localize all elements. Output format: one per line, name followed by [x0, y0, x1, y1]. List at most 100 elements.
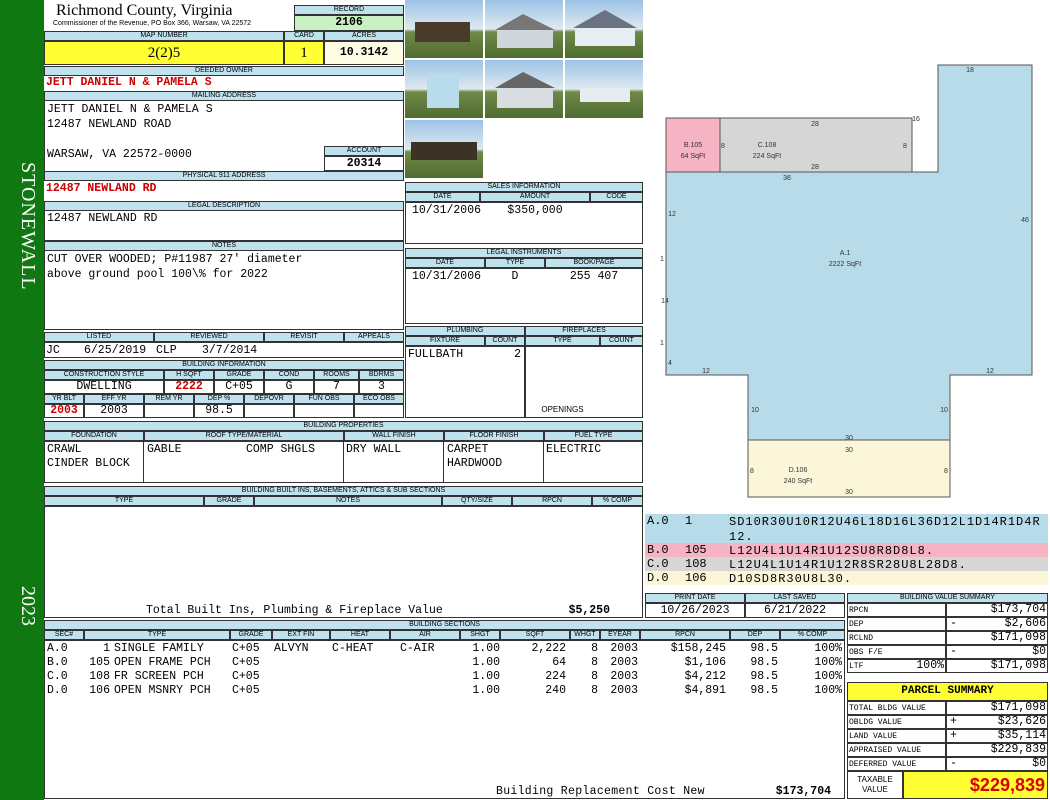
dimension: 12 [702, 368, 710, 375]
total-label: Total Built Ins, Plumbing & Fireplace Va… [146, 604, 443, 617]
summary-value: $171,098 [990, 659, 1046, 672]
summary-value: $173,704 [990, 603, 1046, 616]
cell-border [745, 603, 845, 618]
field-value: 10/31/2006 [412, 270, 482, 283]
summary-pct: 100% [916, 659, 944, 672]
field-value: DRY WALL [346, 443, 402, 456]
area-size: 224 SqFt [753, 153, 781, 160]
section-sqft: 2,222 [531, 642, 566, 655]
cell-border [946, 729, 1048, 743]
section-header: FOUNDATION [44, 431, 144, 441]
section-header: DATE [405, 192, 480, 202]
section-dep: 98.5 [750, 656, 778, 669]
section-sqft: 64 [552, 656, 566, 669]
dimension: 8 [903, 143, 907, 150]
dimension: 30 [845, 489, 853, 496]
cell-border [44, 250, 404, 330]
commissioner: Commissioner of the Revenue, PO Box 366,… [53, 20, 252, 27]
section-header: APPEALS [344, 332, 404, 342]
cell-border [847, 701, 946, 715]
section-header: BDRMS [359, 370, 404, 380]
cell-border [946, 715, 1048, 729]
section-header: DATE [405, 258, 485, 268]
section-comp: 100% [814, 684, 842, 697]
section-header: BUILDING PROPERTIES [44, 421, 643, 431]
parcel-label: APPRAISED VALUE [849, 746, 922, 755]
area-label: B.105 [684, 142, 702, 149]
section-header: CARD [284, 31, 324, 41]
section-header: ACRES [324, 31, 404, 41]
section-header: YR BLT [44, 394, 84, 404]
cell-border [44, 640, 845, 799]
dimension: 1 [660, 256, 664, 263]
cell-border [214, 380, 264, 394]
field-value: FULLBATH [408, 348, 464, 361]
section-rpcn: $4,212 [684, 670, 726, 683]
section-header: PRINT DATE [645, 593, 745, 603]
mailing-line: 12487 NEWLAND ROAD [47, 118, 172, 131]
section-header: COND [264, 370, 314, 380]
section-header: BUILDING BUILT INS, BASEMENTS, ATTICS & … [44, 486, 643, 496]
section-header: WALL FINISH [344, 431, 444, 441]
section-header: FIREPLACES [525, 326, 643, 336]
area-label: C.108 [758, 142, 777, 149]
total-value: $5,250 [568, 604, 610, 617]
section-header: WHGT [570, 630, 600, 640]
section-comp: 100% [814, 670, 842, 683]
cell-border [847, 659, 946, 673]
cell-border [264, 380, 314, 394]
section-eyear: 2003 [610, 670, 638, 683]
parcel-label: LAND VALUE [849, 732, 898, 741]
note-line: CUT OVER WOODED; P#11987 27' diameter [47, 253, 303, 266]
dimension: 30 [845, 447, 853, 454]
cell-border [405, 202, 643, 244]
section-grade: C+05 [232, 642, 260, 655]
cell-border [946, 743, 1048, 757]
cell-border [244, 404, 294, 418]
section-header: HEAT [330, 630, 390, 640]
section-header: BUILDING VALUE SUMMARY [847, 593, 1048, 603]
taxable-label: TAXABLE VALUE [847, 771, 903, 799]
cell-border [405, 268, 643, 324]
record: 2106 [294, 15, 404, 31]
building-value: DWELLING [76, 380, 132, 393]
section-sqft: 224 [545, 670, 566, 683]
building-value: 2222 [175, 380, 203, 393]
area-size: 240 SqFt [784, 478, 812, 485]
field-value: 6/25/2019 [84, 344, 147, 357]
section-header: ROOF TYPE/MATERIAL [144, 431, 344, 441]
physical-address: 12487 NEWLAND RD [46, 182, 157, 195]
section-header: NOTES [254, 496, 442, 506]
section-header: RPCN [640, 630, 730, 640]
cell-border [946, 631, 1048, 645]
cell-border [44, 441, 144, 483]
section-header: REM YR [144, 394, 194, 404]
year: 2023 [17, 586, 39, 626]
code-num: 105 [685, 543, 707, 557]
section-header: GRADE [204, 496, 254, 506]
mailing-line: WARSAW, VA 22572-0000 [47, 148, 192, 161]
parcel-value: $0 [1032, 757, 1046, 770]
acres: 10.3142 [324, 41, 404, 65]
code-path: SD10R30U10R12U46L18D16L36D12L1D14R1D4R12… [729, 515, 1041, 544]
field-value: 3/7/2014 [202, 344, 258, 357]
section-header: SQFT [500, 630, 570, 640]
code-row [645, 571, 1048, 585]
summary-label: LTF [849, 662, 864, 671]
cell-border [847, 729, 946, 743]
section-type: SINGLE FAMILY [114, 642, 204, 655]
sketch: B.105 64 SqFt C.108 224 SqFt A.1 2222 SqFt D.1… [660, 64, 1033, 498]
section-eyear: 2003 [610, 684, 638, 697]
cell-border [44, 380, 164, 394]
section-eyear: 2003 [610, 642, 638, 655]
section-header: BUILDING INFORMATION [44, 360, 404, 370]
dimension: 10 [940, 407, 948, 414]
field-value: ELECTRIC [546, 443, 602, 456]
section-header: ACCOUNT [324, 146, 404, 156]
section-header: ROOMS [314, 370, 359, 380]
cell-border [44, 210, 404, 241]
section-header: AIR [390, 630, 460, 640]
code-row [645, 514, 1048, 543]
section-sec: D.0 [47, 684, 68, 697]
section-header: BUILDING SECTIONS [44, 620, 845, 630]
